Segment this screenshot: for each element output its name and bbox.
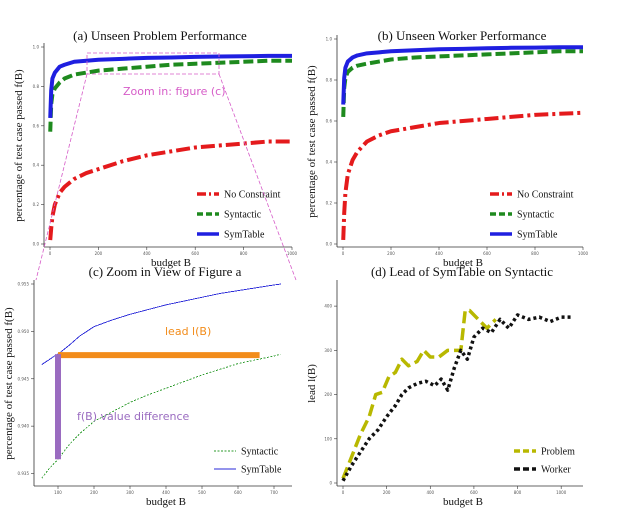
x-tick-label: 500 [198,490,206,495]
x-tick-label: 200 [95,251,103,256]
zoom-connector-left [35,73,88,281]
x-tick-label: 600 [483,251,491,256]
difference-label: f(B) value difference [77,410,189,423]
panel-title: (b) Unseen Worker Performance [378,28,547,43]
y-tick-label: 0.945 [18,376,30,381]
x-tick-label: 100 [54,490,62,495]
y-tick-label: 0.940 [18,424,30,429]
y-tick-label: 0.4 [33,163,40,168]
series-line-worker [341,313,573,482]
panel-title: (c) Zoom in View of Figure a [89,264,242,279]
y-tick-label: 1.0 [326,37,333,42]
x-tick-label: 600 [191,251,199,256]
legend-label: SymTable [224,230,265,241]
y-tick-label: 0.0 [33,242,40,247]
x-axis-label: budget B [151,257,191,269]
series-line-problem [341,308,497,480]
y-tick-label: 0.955 [18,282,30,287]
y-axis-label: percentage of test case passed f(B) [13,69,25,222]
panel-title: (d) Lead of SymTable on Syntactic [371,264,553,279]
series-line-syntactic [41,353,282,479]
series-line-syntactic [48,58,292,132]
legend-label: Syntactic [224,210,262,221]
x-tick-label: 0 [49,251,52,256]
series-line-no-constraint [341,110,584,240]
legend-label: Problem [541,447,575,458]
x-tick-label: 200 [387,251,395,256]
y-tick-label: 0.0 [326,242,333,247]
x-tick-label: 1000 [578,251,589,256]
y-tick-label: 0.6 [33,123,40,128]
x-tick-label: 600 [470,490,478,495]
x-tick-label: 400 [426,490,434,495]
x-tick-label: 800 [240,251,248,256]
y-axis-label: percentage of test case passed f(B) [306,65,318,218]
zoom-box [86,52,220,75]
x-tick-label: 0 [342,251,345,256]
y-tick-label: 100 [324,436,332,441]
y-tick-label: 200 [324,392,332,397]
x-tick-label: 800 [531,251,539,256]
y-axis-label: lead l(B) [306,364,318,403]
x-tick-label: 1000 [556,490,567,495]
y-tick-label: 0.2 [33,202,40,207]
legend-label: No Constraint [224,190,281,201]
y-tick-label: 0 [329,481,332,486]
x-tick-label: 200 [90,490,98,495]
y-tick-label: 0.8 [326,78,333,83]
legend-label: SymTable [241,465,282,476]
y-tick-label: 0.8 [33,84,40,89]
y-tick-label: 0.950 [18,329,30,334]
y-tick-label: 400 [324,304,332,309]
zoom-connector-right [218,73,297,281]
legend-label: SymTable [517,230,558,241]
panel-c: (c) Zoom in View of Figure a 100 200 300 400… [3,264,292,508]
legend-label: Worker [541,465,571,476]
x-tick-label: 400 [162,490,170,495]
y-tick-label: 0.4 [326,160,333,165]
y-axis-label: percentage of test case passed f(B) [3,307,15,460]
x-tick-label: 400 [143,251,151,256]
x-tick-label: 300 [126,490,134,495]
x-axis-label: budget B [443,257,483,269]
x-axis-label: budget B [443,496,483,508]
legend-box [510,442,583,478]
y-tick-label: 1.0 [33,45,40,50]
legend-label: No Constraint [517,190,574,201]
y-tick-label: 300 [324,348,332,353]
x-tick-label: 0 [342,490,345,495]
x-axis-label: budget B [146,496,186,508]
lead-label: lead l(B) [165,325,211,338]
panel-d: (d) Lead of SymTable on Syntactic 0 200 400… [306,264,583,508]
y-tick-label: 0.6 [326,119,333,124]
series-line-symtable [48,53,292,118]
x-tick-label: 1000 [287,251,298,256]
x-tick-label: 400 [435,251,443,256]
x-tick-label: 700 [270,490,278,495]
legend-box [210,442,292,478]
panel-a: (a) Unseen Problem Performance 0 200 400 600… [13,28,298,281]
legend-label: Syntactic [241,447,279,458]
panel-b: (b) Unseen Worker Performance 0 200 400 600 8… [306,28,589,269]
panel-title: (a) Unseen Problem Performance [73,28,247,43]
y-tick-label: 0.935 [18,471,30,476]
series-line-syntactic [341,49,583,117]
series-line-symtable [341,45,583,105]
legend-label: Syntactic [517,210,555,221]
x-tick-label: 800 [514,490,522,495]
y-tick-label: 0.2 [326,201,333,206]
zoom-annotation: Zoom in: figure (c) [123,85,226,98]
x-tick-label: 600 [234,490,242,495]
x-tick-label: 200 [383,490,391,495]
